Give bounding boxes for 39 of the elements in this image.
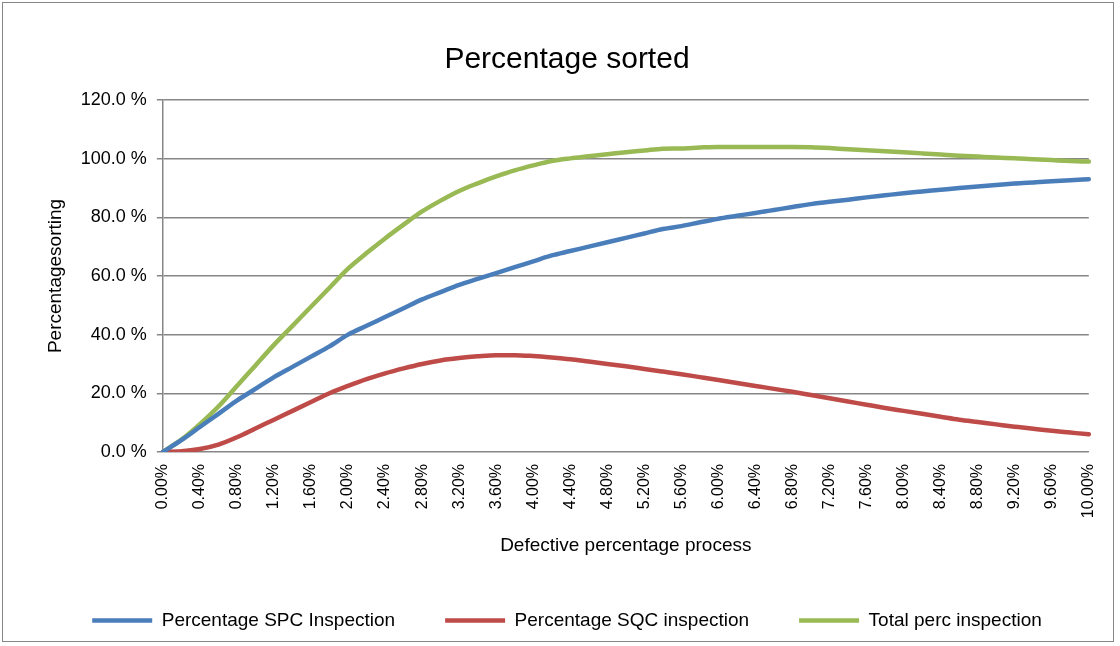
y-tick-label: 40.0 % [90, 323, 147, 344]
x-tick-label: 5.20% [634, 463, 652, 510]
x-tick-label: 2.80% [412, 463, 430, 510]
x-tick-label: 4.40% [560, 463, 578, 510]
x-tick-label: 8.80% [968, 463, 986, 510]
y-tick-label: 80.0 % [90, 206, 147, 227]
x-tick-label: 9.20% [1005, 463, 1023, 510]
y-tick-label: 20.0 % [90, 382, 147, 403]
x-tick-label: 7.20% [819, 463, 837, 510]
x-tick-label: 2.40% [375, 463, 393, 510]
y-tick-label: 120.0 % [80, 88, 147, 109]
legend-label: Percentage SQC inspection [514, 608, 750, 630]
x-tick-label: 0.40% [190, 463, 208, 510]
y-tick-label: 0.0 % [100, 440, 147, 461]
y-tick-label: 60.0 % [90, 264, 147, 285]
x-tick-label: 8.40% [931, 463, 949, 510]
x-tick-label: 4.80% [597, 463, 615, 510]
x-tick-label: 2.00% [338, 463, 356, 510]
x-tick-label: 10.00% [1079, 463, 1097, 519]
x-tick-label: 1.60% [301, 463, 319, 510]
x-tick-label: 9.60% [1042, 463, 1060, 510]
x-tick-label: 4.00% [523, 463, 541, 510]
chart-title: Percentage sorted [444, 41, 690, 75]
x-tick-label: 5.60% [671, 463, 689, 510]
x-tick-label: 1.20% [264, 463, 282, 510]
x-tick-label: 6.00% [708, 463, 726, 510]
x-tick-label: 7.60% [856, 463, 874, 510]
y-tick-label: 100.0 % [80, 147, 147, 168]
x-tick-label: 0.80% [227, 463, 245, 510]
x-tick-label: 6.40% [745, 463, 763, 510]
legend-label: Percentage SPC Inspection [161, 608, 396, 630]
x-tick-label: 0.00% [153, 463, 171, 510]
x-tick-label: 3.60% [486, 463, 504, 510]
y-axis-title: Percentagesorting [43, 198, 65, 354]
legend-label: Total perc inspection [868, 608, 1042, 630]
x-tick-label: 8.00% [894, 463, 912, 510]
x-axis-title: Defective percentage process [500, 533, 752, 555]
x-tick-label: 6.80% [782, 463, 800, 510]
x-tick-label: 3.20% [449, 463, 467, 510]
